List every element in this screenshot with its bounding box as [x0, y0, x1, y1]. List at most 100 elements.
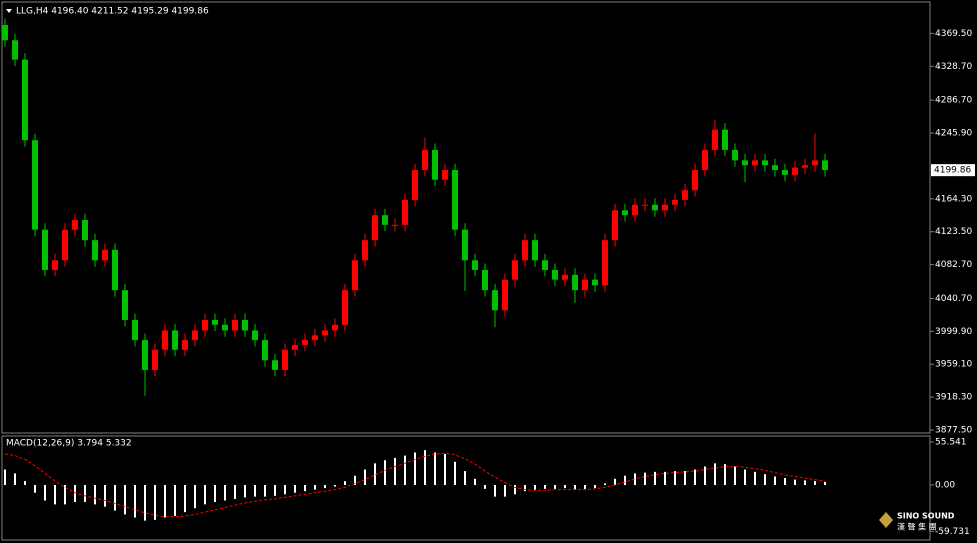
macd-bar [464, 471, 466, 486]
y-tick-label: 4245.90 [935, 129, 972, 139]
macd-bar [24, 481, 26, 486]
macd-bar [274, 485, 276, 496]
macd-bar [644, 472, 646, 486]
candle-body [272, 360, 278, 370]
candle-body [742, 160, 748, 166]
macd-bar [544, 485, 546, 489]
candle-body [92, 240, 98, 261]
candle-body [662, 204, 668, 211]
brand: SINO SOUND [897, 512, 955, 521]
macd-bar [824, 481, 826, 486]
macd-bar [154, 485, 156, 520]
macd-bar [364, 469, 366, 486]
chart-title: LLG,H4 4196.40 4211.52 4195.29 4199.86 [16, 7, 209, 17]
candle-body [2, 24, 8, 41]
candle-body [472, 260, 478, 270]
macd-bar [684, 471, 686, 486]
last-price-label: 4199.86 [934, 166, 971, 176]
y-tick-label: 4164.30 [935, 194, 972, 204]
macd-bar [314, 485, 316, 490]
macd-bar [264, 485, 266, 497]
candle-body [12, 40, 18, 60]
y-tick-label: 4082.70 [935, 260, 972, 270]
macd-bar [714, 463, 716, 486]
macd-pane [1, 435, 931, 541]
candle-body [282, 349, 288, 370]
candle-body [542, 260, 548, 270]
candle-body [502, 279, 508, 311]
macd-bar [304, 485, 306, 492]
macd-bar [44, 485, 46, 501]
macd-bar [14, 473, 16, 486]
macd-bar [574, 485, 576, 490]
candle-body [62, 229, 68, 261]
candle-body [402, 199, 408, 225]
macd-bar [474, 478, 476, 486]
candle-body [142, 340, 148, 370]
y-tick-label: -59.731 [935, 527, 970, 537]
candle-body [732, 149, 738, 161]
candle-body [442, 170, 448, 180]
macd-bar [704, 466, 706, 486]
candle-body [562, 274, 568, 280]
macd-bar [564, 485, 566, 489]
macd-bar [104, 485, 106, 507]
candle-body [612, 210, 618, 241]
macd-bar [774, 476, 776, 486]
y-tick-label: 4328.70 [935, 62, 972, 72]
candle-body [552, 269, 558, 280]
candle-body [192, 330, 198, 341]
macd-bar [164, 485, 166, 518]
candle-body [172, 330, 178, 350]
candle-body [582, 279, 588, 291]
candle-body [122, 290, 128, 320]
candle-body [82, 220, 88, 241]
macd-bar [54, 485, 56, 505]
candle-body [32, 140, 38, 230]
macd-bar [354, 475, 356, 486]
macd-bar [124, 485, 126, 515]
macd-bar [434, 452, 436, 486]
macd-bar [734, 466, 736, 486]
macd-bar [74, 485, 76, 503]
candle-body [712, 129, 718, 150]
logo [879, 512, 893, 528]
candle-body [512, 260, 518, 280]
macd-bar [484, 485, 486, 489]
macd-bar [784, 478, 786, 486]
candle-body [722, 129, 728, 150]
macd-bar [624, 475, 626, 486]
candle-body [212, 319, 218, 325]
y-tick-label: 3959.10 [935, 360, 972, 370]
macd-bar [224, 485, 226, 501]
candle-body [352, 260, 358, 291]
candle-body [682, 190, 688, 200]
macd-bar [134, 485, 136, 518]
menu-arrow [6, 9, 12, 13]
candle-body [652, 204, 658, 211]
macd-bar [254, 485, 256, 497]
macd-bar [324, 485, 326, 489]
macd-bar [204, 485, 206, 505]
y-tick-label: 3999.90 [935, 327, 972, 337]
candle-body [602, 240, 608, 286]
candle-body [432, 149, 438, 180]
candle-body [382, 215, 388, 225]
candle-body [592, 279, 598, 286]
candle-body [202, 319, 208, 331]
candle-body [642, 204, 648, 206]
candle-body [672, 199, 678, 205]
candle-body [482, 269, 488, 291]
macd-bar [594, 485, 596, 489]
macd-bar [754, 471, 756, 486]
candle-body [232, 319, 238, 331]
macd-bar [344, 481, 346, 486]
macd-bar [384, 460, 386, 486]
candle-body [812, 160, 818, 166]
candle-body [692, 170, 698, 191]
macd-bar [374, 463, 376, 486]
price-pane [1, 1, 931, 434]
macd-bar [64, 485, 66, 505]
candle-body [622, 210, 628, 216]
